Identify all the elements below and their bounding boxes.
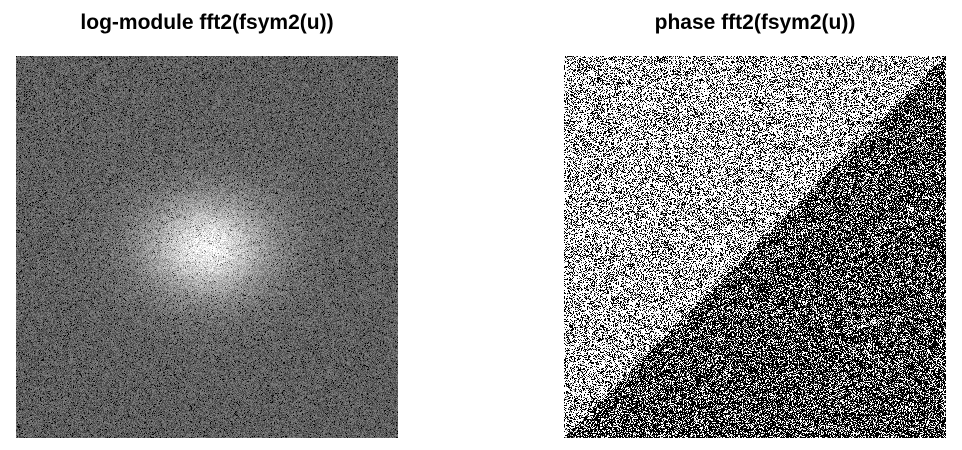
phase-image <box>564 56 946 438</box>
log-module-image <box>16 56 398 438</box>
log-module-title: log-module fft2(fsym2(u)) <box>80 11 334 34</box>
phase-title: phase fft2(fsym2(u)) <box>654 11 856 34</box>
